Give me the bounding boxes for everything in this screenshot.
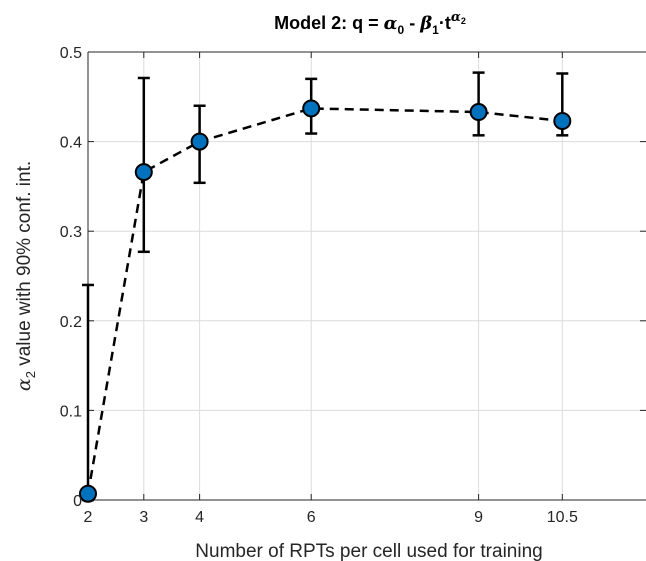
x-tick-label-0: 2 <box>84 509 93 526</box>
y-label-rest: value with 90% conf. int. <box>14 161 35 371</box>
data-point-3 <box>302 99 321 118</box>
x-tick-label-5: 10.5 <box>547 509 578 526</box>
title-dot-t: ·t <box>439 13 451 33</box>
series-0-line <box>86 107 563 494</box>
title-sub1: 1 <box>432 23 439 37</box>
y-label-alpha: α <box>13 378 35 391</box>
y-tick-label-4: 0.4 <box>60 135 82 152</box>
y-tick-label-2: 0.2 <box>60 314 82 331</box>
plot-area: 2 3 4 6 9 10.5 0 0.1 0.2 0.3 0.4 0.5 <box>60 45 646 526</box>
title-beta: β <box>419 13 432 34</box>
y-tick-label-1: 0.1 <box>60 403 82 420</box>
x-axis-label: Number of RPTs per cell used for trainin… <box>195 541 542 561</box>
plot-background <box>88 52 646 500</box>
data-point-4 <box>469 103 488 122</box>
y-axis-label: α2 value with 90% conf. int. <box>13 161 38 391</box>
x-tick-label-2: 4 <box>195 509 204 526</box>
x-tick-label-4: 9 <box>474 509 483 526</box>
x-tick-label-1: 3 <box>139 509 148 526</box>
data-point-2 <box>190 132 209 151</box>
x-tick-label-3: 6 <box>307 509 316 526</box>
data-point-0 <box>79 484 97 503</box>
title-sup-alpha: α <box>451 10 461 25</box>
chart-title: Model 2: q = α0 - β1·tα2 <box>274 10 466 37</box>
y-tick-label-5: 0.5 <box>60 45 82 62</box>
y-label-sub: 2 <box>23 371 38 378</box>
tick-labels: 2 3 4 6 9 10.5 0 0.1 0.2 0.3 0.4 0.5 <box>60 45 578 526</box>
title-prefix: Model 2: q = <box>274 13 384 33</box>
title-alpha: α <box>384 13 398 34</box>
y-tick-label-3: 0.3 <box>60 224 82 241</box>
series-line <box>86 107 563 494</box>
data-point-1 <box>134 163 153 182</box>
title-sup-sub: 2 <box>461 16 466 26</box>
title-mid: - <box>404 13 420 33</box>
data-markers <box>79 99 572 503</box>
y-tick-label-0: 0 <box>73 493 82 510</box>
title-sub0: 0 <box>398 23 405 37</box>
data-point-5 <box>553 111 572 130</box>
